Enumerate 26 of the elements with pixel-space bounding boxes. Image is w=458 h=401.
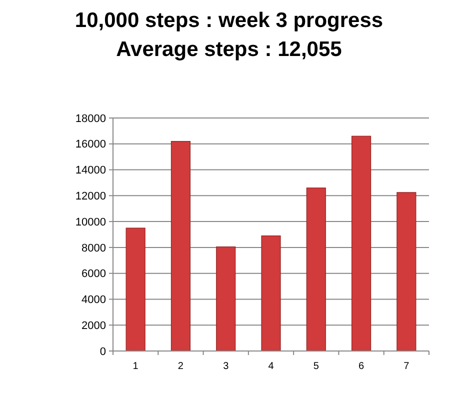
y-tick-label: 4000 bbox=[82, 294, 106, 306]
x-tick-label: 4 bbox=[268, 361, 274, 372]
bar bbox=[216, 246, 236, 352]
y-tick-label: 18000 bbox=[75, 112, 106, 125]
chart-title: 10,000 steps : week 3 progress bbox=[74, 9, 384, 32]
y-tick-label: 10000 bbox=[75, 216, 106, 228]
bar bbox=[261, 235, 281, 352]
x-tick-label: 7 bbox=[404, 361, 410, 372]
y-tick-label: 8000 bbox=[82, 242, 106, 254]
y-tick-label: 12000 bbox=[75, 190, 106, 203]
y-tick-label: 2000 bbox=[82, 320, 106, 332]
x-tick-label: 6 bbox=[358, 361, 365, 372]
bar bbox=[126, 228, 146, 352]
y-tick-label: 0 bbox=[100, 346, 106, 358]
bar bbox=[170, 141, 190, 352]
x-tick-label: 5 bbox=[313, 361, 320, 372]
y-tick-label: 6000 bbox=[82, 268, 106, 280]
x-tick-label: 2 bbox=[178, 361, 184, 372]
y-tick-label: 14000 bbox=[75, 164, 106, 177]
x-tick-label: 1 bbox=[132, 361, 139, 372]
bar bbox=[306, 188, 326, 352]
bar bbox=[396, 192, 416, 352]
x-tick-label: 3 bbox=[223, 361, 230, 372]
bar bbox=[352, 136, 372, 352]
chart-subtitle: Average steps : 12,055 bbox=[116, 38, 342, 61]
y-tick-label: 16000 bbox=[75, 138, 106, 151]
